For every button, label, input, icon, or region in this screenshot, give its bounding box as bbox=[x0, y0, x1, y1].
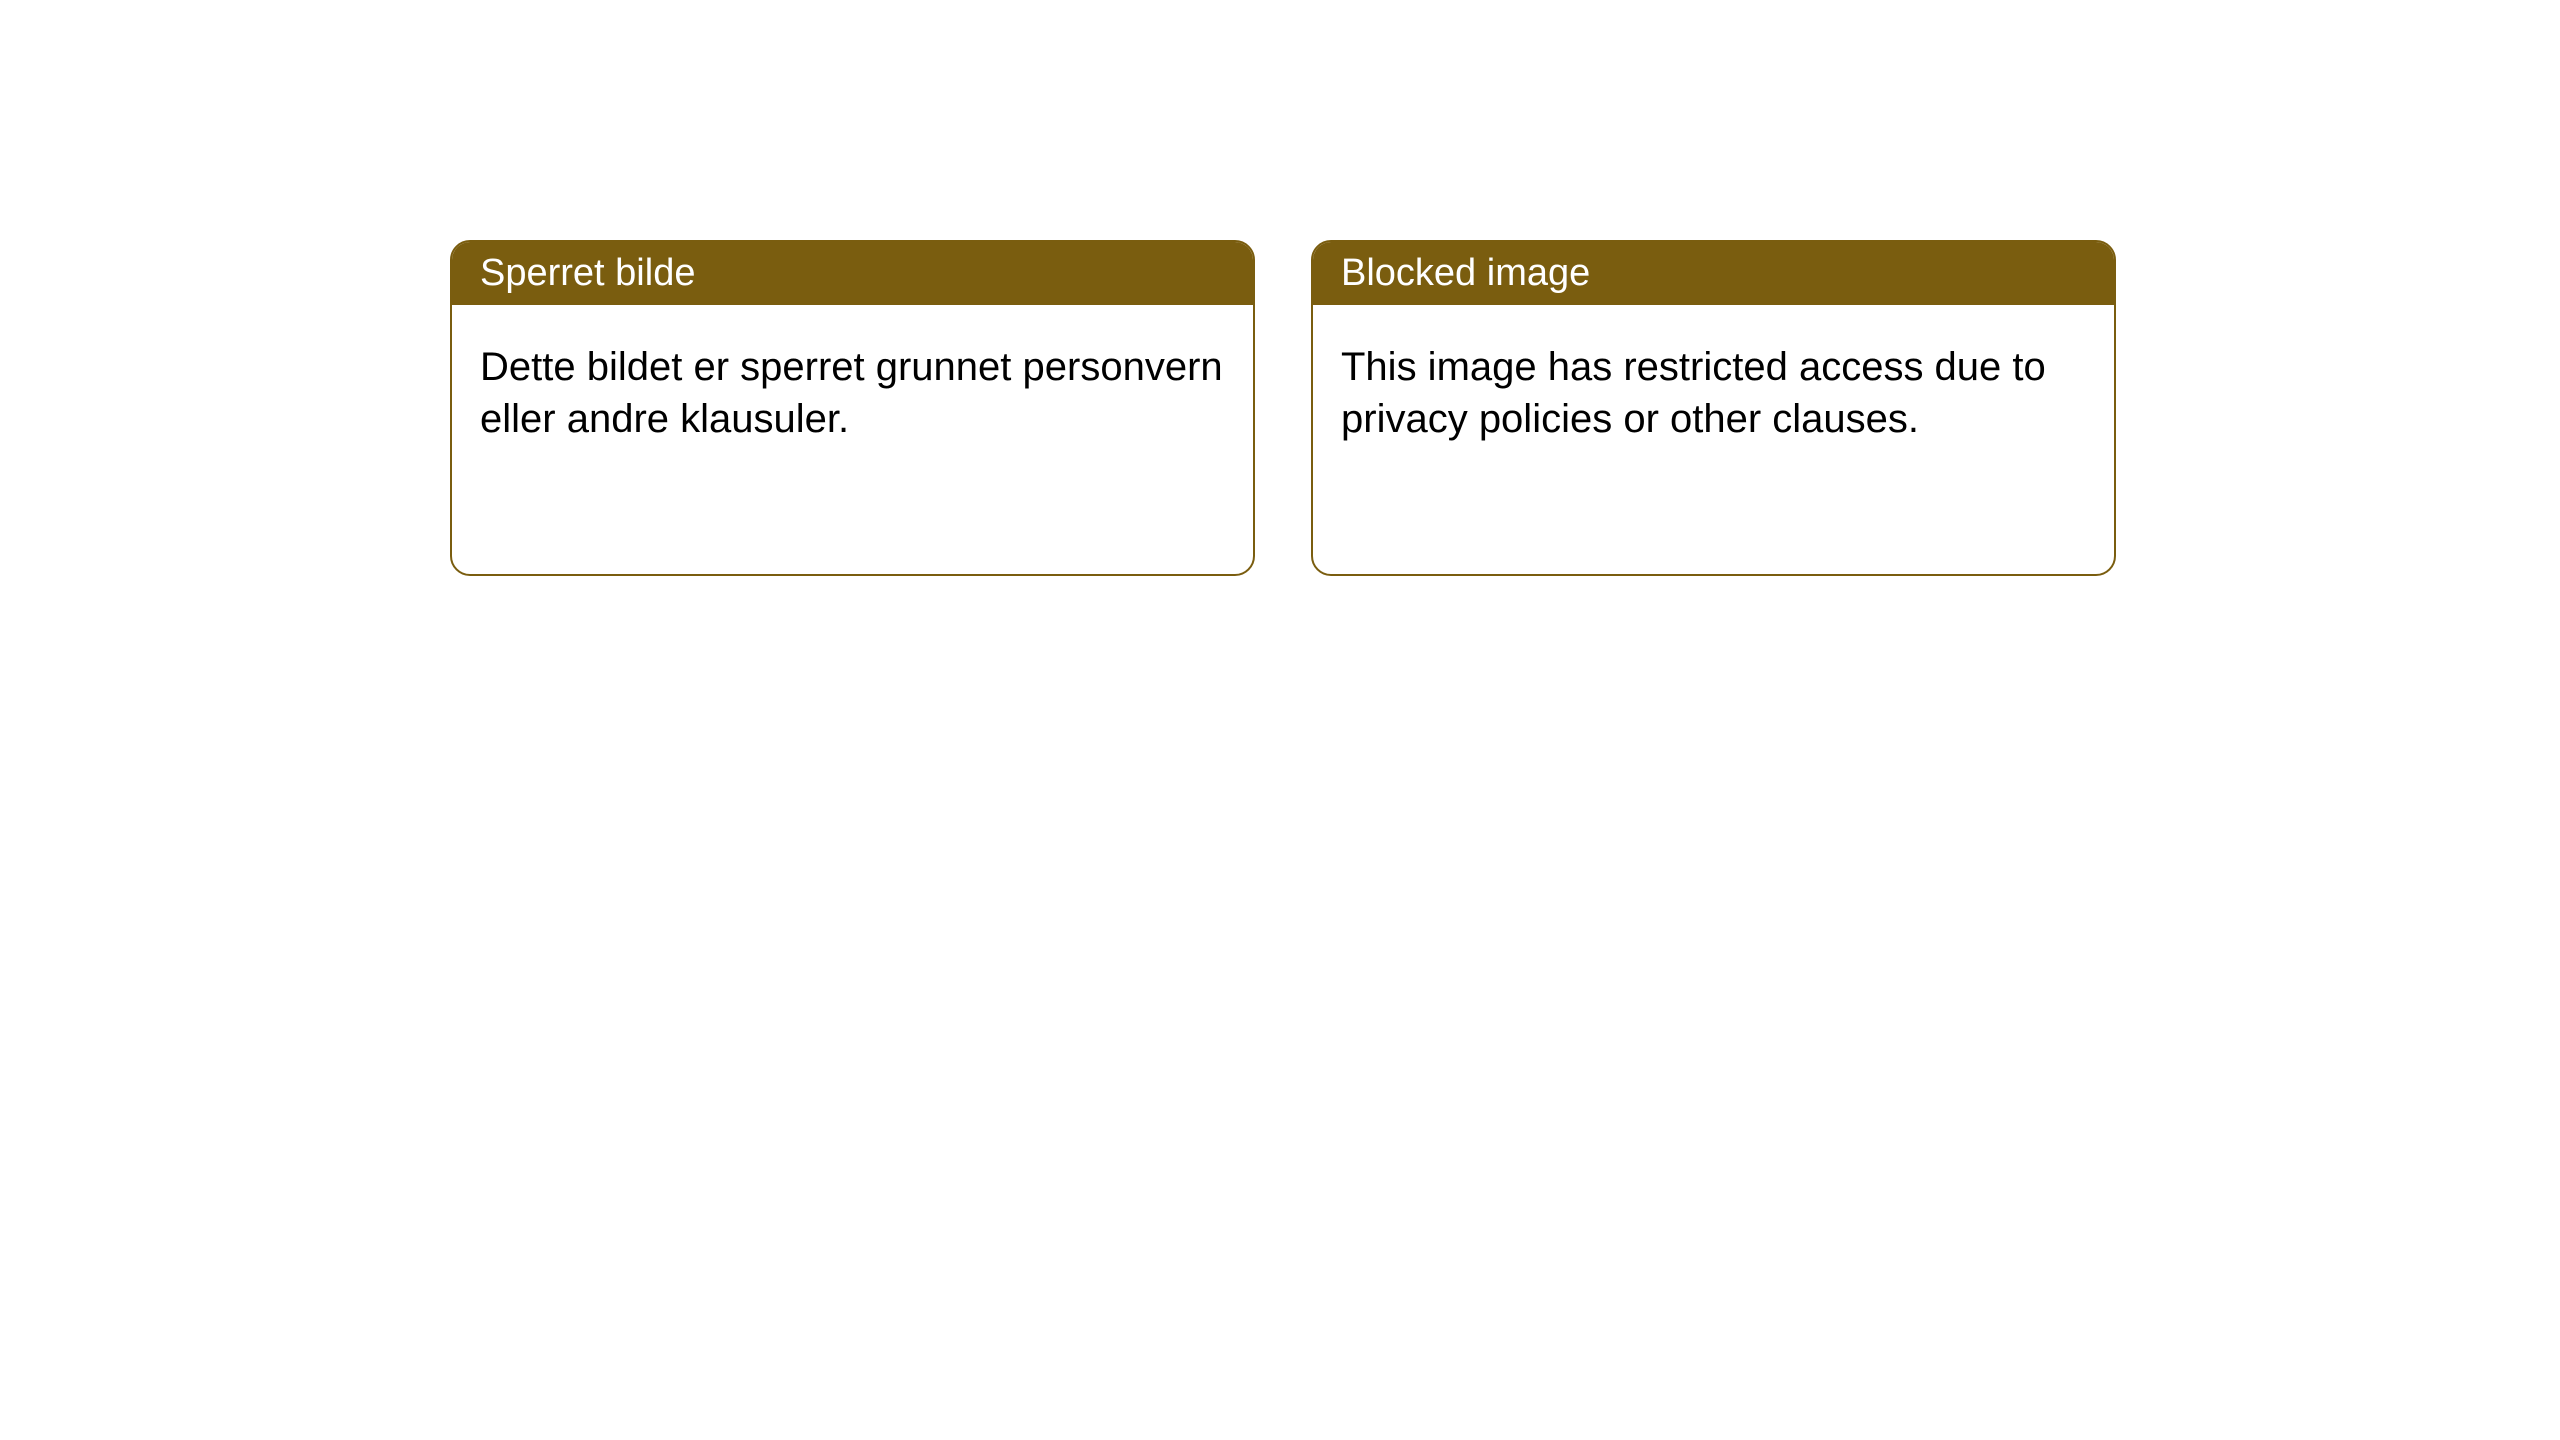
notice-header: Sperret bilde bbox=[452, 242, 1253, 305]
notice-card-english: Blocked image This image has restricted … bbox=[1311, 240, 2116, 576]
notice-container: Sperret bilde Dette bildet er sperret gr… bbox=[0, 0, 2560, 576]
notice-card-norwegian: Sperret bilde Dette bildet er sperret gr… bbox=[450, 240, 1255, 576]
notice-body: This image has restricted access due to … bbox=[1313, 305, 2114, 481]
notice-header: Blocked image bbox=[1313, 242, 2114, 305]
notice-body: Dette bildet er sperret grunnet personve… bbox=[452, 305, 1253, 481]
